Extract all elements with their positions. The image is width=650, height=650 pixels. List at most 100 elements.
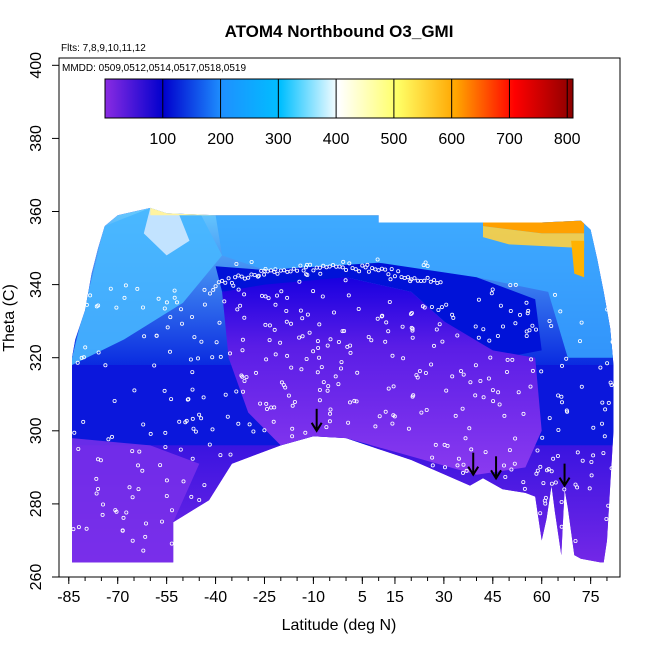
sample-point — [409, 310, 414, 315]
sample-point — [555, 453, 560, 458]
sample-point — [94, 491, 99, 496]
sample-point — [122, 295, 127, 300]
sample-point — [444, 388, 449, 393]
sample-point — [389, 267, 394, 272]
sample-point — [163, 445, 168, 450]
x-tick-label: -10 — [302, 589, 325, 606]
sample-point — [591, 453, 596, 458]
flights-label: Flts: 7,8,9,10,11,12 — [61, 43, 146, 54]
sample-point — [247, 422, 252, 427]
sample-point — [311, 349, 316, 354]
colorbar-tick-label: 500 — [381, 131, 408, 148]
sample-point — [346, 293, 351, 298]
y-tick-label: 320 — [28, 344, 45, 371]
sample-point — [100, 512, 105, 517]
x-tick-label: 15 — [386, 589, 404, 606]
sample-point — [341, 259, 346, 264]
sample-point — [81, 355, 86, 360]
sample-point — [580, 458, 585, 463]
sample-point — [316, 345, 321, 350]
sample-point — [114, 509, 119, 514]
sample-point — [156, 296, 161, 301]
sample-point — [589, 459, 594, 464]
sample-point — [521, 411, 526, 416]
y-tick-label: 300 — [28, 417, 45, 444]
sample-point — [578, 339, 583, 344]
colorbar-tick-label: 200 — [207, 131, 234, 148]
sample-point — [141, 422, 146, 427]
sample-point — [264, 357, 269, 362]
sample-point — [284, 308, 289, 313]
sample-point — [292, 399, 297, 404]
sample-point — [271, 419, 276, 424]
sample-point — [278, 340, 283, 345]
upper-right-band — [215, 215, 614, 358]
sample-point — [424, 407, 429, 412]
sample-point — [473, 324, 478, 329]
sample-point — [213, 284, 218, 289]
sample-point — [289, 365, 294, 370]
sample-point — [120, 528, 125, 533]
sample-point — [317, 265, 322, 270]
sample-point — [481, 327, 486, 332]
sample-point — [553, 480, 558, 485]
sample-point — [234, 261, 239, 266]
sample-point — [169, 397, 174, 402]
sample-point — [164, 493, 169, 498]
sample-point — [216, 280, 221, 285]
sample-point — [526, 308, 531, 313]
sample-point — [130, 538, 135, 543]
sample-point — [469, 447, 474, 452]
sample-point — [169, 508, 174, 513]
dates-label: MMDD: 0509,0512,0514,0517,0518,0519 — [62, 63, 246, 74]
sample-point — [253, 370, 258, 375]
sample-point — [546, 467, 551, 472]
sample-point — [174, 300, 179, 305]
sample-point — [272, 269, 277, 274]
sample-point — [137, 449, 142, 454]
sample-point — [409, 325, 414, 330]
sample-point — [591, 425, 596, 430]
sample-point — [444, 302, 449, 307]
sample-point — [405, 275, 410, 280]
sample-point — [290, 403, 295, 408]
sample-point — [256, 273, 261, 278]
sample-point — [239, 274, 244, 279]
sample-point — [268, 268, 273, 273]
sample-point — [240, 337, 245, 342]
sample-point — [251, 429, 256, 434]
sample-point — [330, 262, 335, 267]
sample-point — [604, 517, 609, 522]
sample-point — [513, 321, 518, 326]
sample-point — [164, 478, 169, 483]
sample-point — [589, 473, 594, 478]
sample-point — [258, 401, 263, 406]
x-tick-label: -40 — [204, 589, 227, 606]
sample-point — [236, 421, 241, 426]
sample-point — [291, 266, 296, 271]
sample-point — [357, 269, 362, 274]
sample-point — [235, 307, 240, 312]
sample-point — [228, 452, 233, 457]
sample-point — [279, 380, 284, 385]
profile-arrow-head — [558, 477, 571, 488]
sample-point — [199, 416, 204, 421]
sample-point — [210, 427, 215, 432]
sample-point — [406, 426, 411, 431]
sample-point — [162, 306, 167, 311]
sample-point — [456, 456, 461, 461]
sample-point — [189, 314, 194, 319]
sample-point — [434, 327, 439, 332]
sample-point — [383, 409, 388, 414]
sample-point — [534, 327, 539, 332]
x-tick-label: -85 — [57, 589, 80, 606]
sample-point — [190, 387, 195, 392]
sample-point — [76, 525, 81, 530]
sample-point — [522, 486, 527, 491]
sample-point — [508, 283, 513, 288]
colorbar-tick-label: 600 — [438, 131, 465, 148]
sample-point — [468, 380, 473, 385]
sample-point — [327, 419, 332, 424]
sample-point — [336, 382, 341, 387]
sample-point — [81, 419, 86, 424]
